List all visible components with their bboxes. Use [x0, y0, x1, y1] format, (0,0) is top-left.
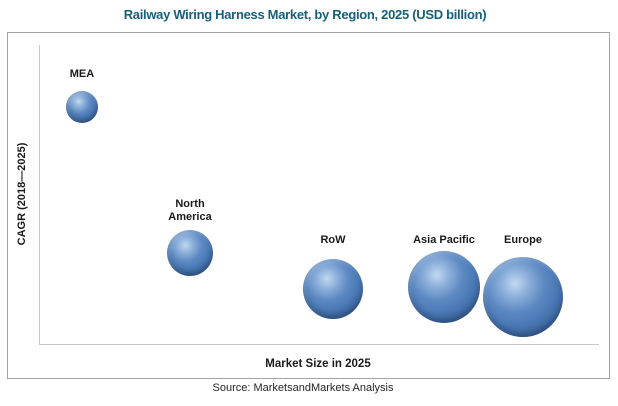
x-axis-label: Market Size in 2025	[265, 358, 371, 370]
chart-title: Railway Wiring Harness Market, by Region…	[123, 7, 487, 22]
bubble-label-north-america: North America	[168, 198, 212, 223]
bubble-mea	[66, 91, 98, 123]
bubble-label-mea: MEA	[69, 68, 95, 80]
bubble-north-america	[167, 230, 213, 276]
bubble-row	[303, 259, 363, 319]
bubble-label-row: RoW	[320, 234, 346, 246]
bubble-label-asia-pacific: Asia Pacific	[413, 234, 475, 246]
x-axis-line	[39, 344, 599, 345]
source-caption: Source: MarketsandMarkets Analysis	[212, 382, 394, 394]
y-axis-line	[39, 45, 40, 345]
bubble-asia-pacific	[408, 251, 480, 323]
bubble-label-europe: Europe	[504, 234, 542, 246]
bubble-europe	[483, 257, 563, 337]
